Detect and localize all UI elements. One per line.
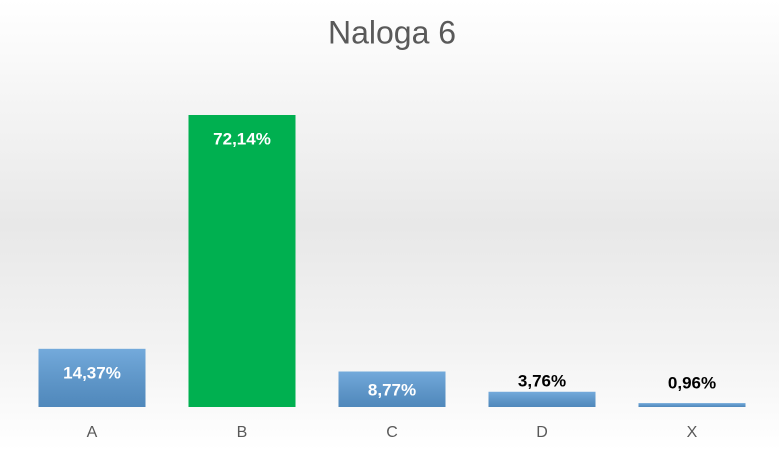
value-label: 8,77% [368,381,416,400]
chart-title: Naloga 6 [328,14,456,50]
value-label: 3,76% [518,371,566,390]
x-tick-label: C [386,424,398,441]
bar [188,115,296,407]
x-tick-label: A [87,424,98,441]
x-tick-label: X [687,424,698,441]
bar-shade [638,403,746,407]
value-label: 14,37% [63,363,121,382]
x-tick-label: B [237,424,248,441]
bar-shade [338,371,446,407]
bar-shade [488,391,596,407]
value-label: 72,14% [213,129,271,148]
value-label: 0,96% [668,373,716,392]
x-tick-label: D [536,424,548,441]
bar-shade [38,348,146,407]
